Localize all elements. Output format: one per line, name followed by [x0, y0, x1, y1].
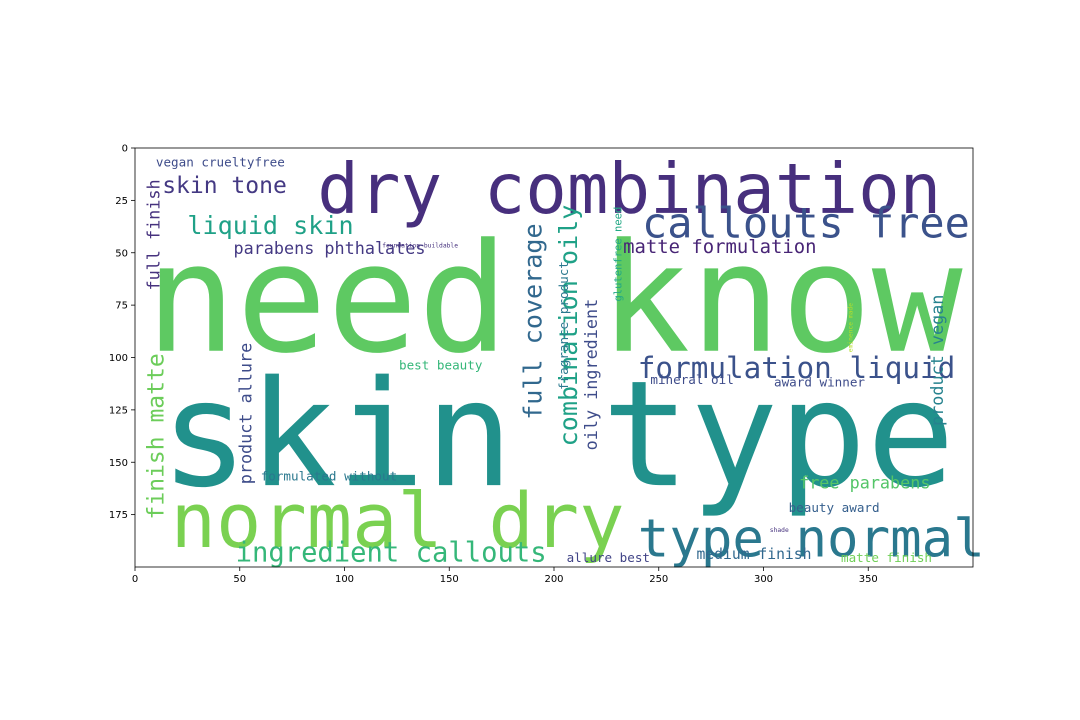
word-oily-ingredient: oily ingredient: [581, 299, 601, 451]
y-tick-label: 0: [122, 144, 128, 155]
word-fragrance-product: fragrance product: [556, 261, 571, 390]
y-tick-label: 50: [115, 248, 128, 259]
word-product-vegan: product vegan: [927, 295, 947, 426]
word-normal-dry: normal dry: [171, 477, 625, 565]
y-tick-label: 150: [109, 458, 128, 469]
word-medium-finish: medium finish: [697, 546, 812, 563]
word-free-parabens: free parabens: [799, 473, 930, 493]
y-axis: 0 25 50 75 100 125 150 175: [109, 144, 135, 521]
word-shade: shade: [770, 527, 789, 534]
word-matte-formulation: matte formulation: [623, 236, 816, 258]
y-tick-label: 75: [115, 301, 128, 312]
word-ingredient-callouts: ingredient callouts: [236, 538, 547, 569]
y-tick-label: 175: [109, 510, 128, 521]
word-mineral-oil: mineral oil: [650, 372, 733, 387]
y-tick-label: 25: [115, 196, 128, 207]
word-formulation-liquid: formulation liquid: [638, 351, 956, 385]
word-parabens-phthalates: parabens phthalates: [234, 238, 426, 258]
word-need-know: need know: [146, 211, 963, 387]
word-beauty-award: beauty award: [789, 500, 880, 515]
y-tick-label: 100: [109, 353, 128, 364]
x-axis: 0 50 100 150 200 250 300 350: [132, 567, 878, 585]
x-tick-label: 100: [335, 574, 354, 585]
word-type-normal: type normal: [638, 508, 985, 569]
word-callouts-free: callouts free: [642, 198, 970, 247]
word-matte-finish: matte finish: [841, 550, 932, 565]
x-tick-label: 350: [859, 574, 878, 585]
plot-frame: [134, 147, 974, 568]
x-tick-label: 150: [440, 574, 459, 585]
word-foundation-buildable: foundation buildable: [382, 242, 458, 249]
word-full-coverage: full coverage: [518, 223, 547, 419]
x-tick-label: 250: [649, 574, 668, 585]
y-tick-label: 125: [109, 405, 128, 416]
word-skin-tone: skin tone: [162, 173, 287, 199]
word-award-winner: award winner: [774, 374, 865, 389]
word-vegan-crueltyfree: vegan crueltyfree: [156, 154, 285, 169]
word-finish-matte: finish matte: [143, 353, 169, 519]
word-combination-oily: combination oily: [554, 205, 583, 447]
word-formulated-without: formulated without: [261, 469, 397, 484]
word-skin-type: skin type: [160, 349, 955, 520]
word-best-beauty: best beauty: [399, 358, 483, 373]
x-tick-label: 300: [754, 574, 773, 585]
word-product-allure: product allure: [236, 343, 256, 484]
x-tick-label: 50: [233, 574, 246, 585]
word-eminence-made: eminence made: [847, 303, 854, 352]
x-tick-label: 200: [544, 574, 563, 585]
word-glutenfree-need: glutenfree need: [613, 207, 625, 302]
word-allure-best: allure best: [567, 550, 650, 565]
x-tick-label: 0: [132, 574, 138, 585]
word-liquid-skin: liquid skin: [187, 211, 353, 240]
word-full-finish: full finish: [143, 179, 163, 290]
word-dry-combination: dry combination: [317, 150, 941, 230]
